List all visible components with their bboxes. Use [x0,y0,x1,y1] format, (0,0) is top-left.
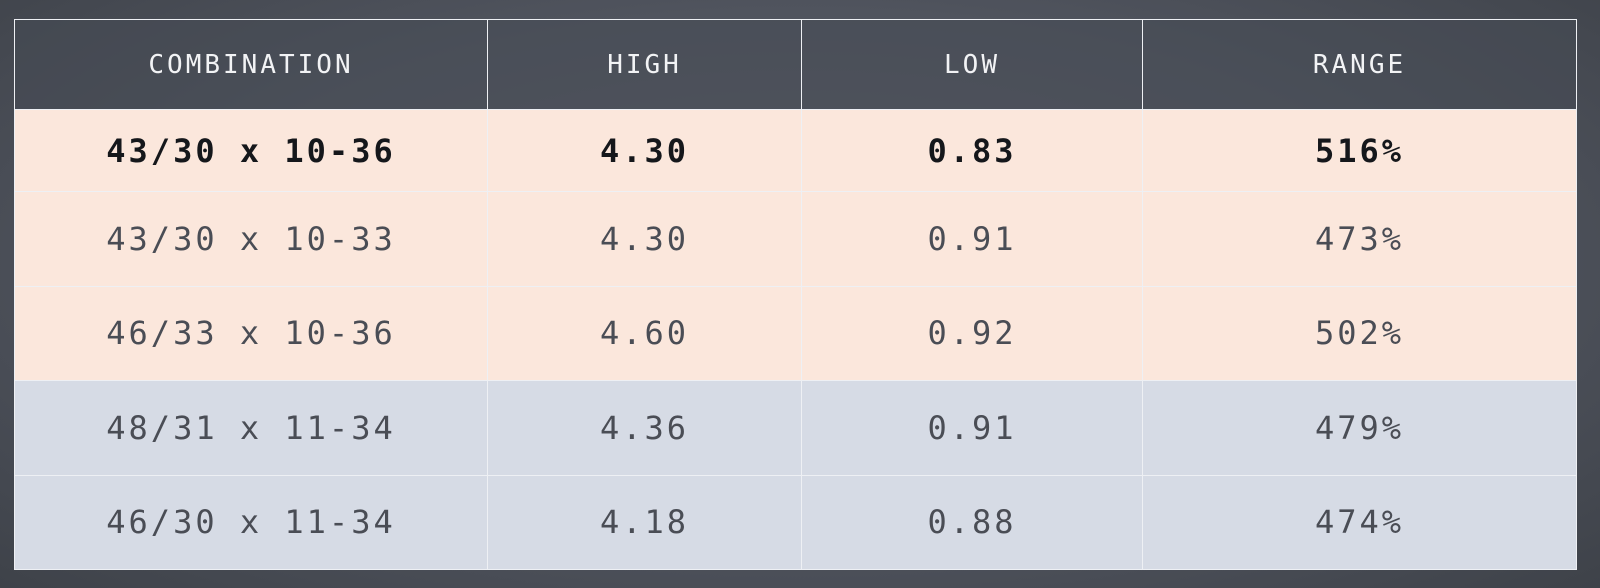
cell-high: 4.18 [487,474,802,570]
cell-range: 479% [1142,380,1577,476]
cell-combination: 43/30 x 10-36 [14,108,488,193]
column-header-range: RANGE [1142,19,1577,110]
gear-ratio-table-container: COMBINATION HIGH LOW RANGE 43/30 x 10-36… [14,19,1577,570]
cell-combination: 46/33 x 10-36 [14,285,488,382]
gear-ratio-table: COMBINATION HIGH LOW RANGE 43/30 x 10-36… [14,19,1577,570]
table-row: 48/31 x 11-34 4.36 0.91 479% [14,380,1577,476]
cell-combination: 48/31 x 11-34 [14,380,488,476]
table-header-row: COMBINATION HIGH LOW RANGE [14,19,1577,110]
cell-low: 0.91 [801,191,1143,287]
cell-range: 474% [1142,474,1577,570]
cell-low: 0.91 [801,380,1143,476]
cell-range: 516% [1142,108,1577,193]
column-header-low: LOW [801,19,1143,110]
cell-high: 4.36 [487,380,802,476]
table-row: 46/33 x 10-36 4.60 0.92 502% [14,285,1577,382]
cell-range: 502% [1142,285,1577,382]
column-header-high: HIGH [487,19,802,110]
table-row: 46/30 x 11-34 4.18 0.88 474% [14,474,1577,570]
cell-high: 4.60 [487,285,802,382]
cell-low: 0.92 [801,285,1143,382]
cell-low: 0.88 [801,474,1143,570]
table-row: 43/30 x 10-36 4.30 0.83 516% [14,108,1577,193]
column-header-combination: COMBINATION [14,19,488,110]
cell-combination: 43/30 x 10-33 [14,191,488,287]
table-row: 43/30 x 10-33 4.30 0.91 473% [14,191,1577,287]
cell-high: 4.30 [487,108,802,193]
cell-range: 473% [1142,191,1577,287]
cell-high: 4.30 [487,191,802,287]
cell-combination: 46/30 x 11-34 [14,474,488,570]
cell-low: 0.83 [801,108,1143,193]
